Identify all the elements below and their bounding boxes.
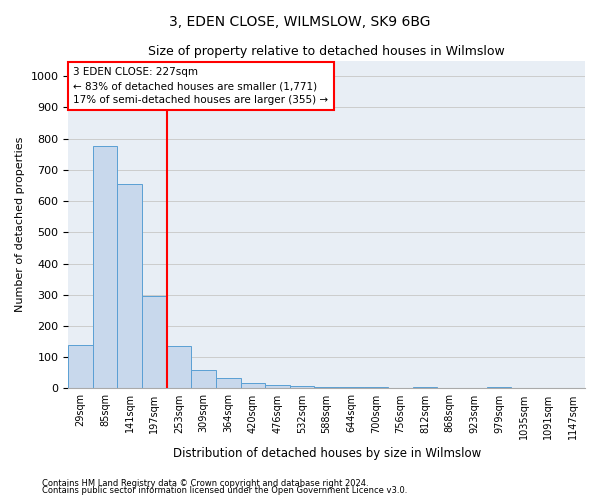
Text: Contains HM Land Registry data © Crown copyright and database right 2024.: Contains HM Land Registry data © Crown c… — [42, 478, 368, 488]
X-axis label: Distribution of detached houses by size in Wilmslow: Distribution of detached houses by size … — [173, 447, 481, 460]
Bar — [314, 387, 339, 388]
Bar — [191, 370, 216, 388]
Bar — [265, 384, 290, 388]
Bar — [339, 387, 364, 388]
Bar — [93, 146, 118, 388]
Text: 3, EDEN CLOSE, WILMSLOW, SK9 6BG: 3, EDEN CLOSE, WILMSLOW, SK9 6BG — [169, 15, 431, 29]
Title: Size of property relative to detached houses in Wilmslow: Size of property relative to detached ho… — [148, 45, 505, 58]
Text: 3 EDEN CLOSE: 227sqm
← 83% of detached houses are smaller (1,771)
17% of semi-de: 3 EDEN CLOSE: 227sqm ← 83% of detached h… — [73, 67, 329, 105]
Bar — [413, 387, 437, 388]
Bar — [216, 378, 241, 388]
Bar — [290, 386, 314, 388]
Bar — [68, 344, 93, 389]
Bar — [241, 383, 265, 388]
Bar — [167, 346, 191, 389]
Bar — [118, 184, 142, 388]
Bar — [364, 387, 388, 388]
Y-axis label: Number of detached properties: Number of detached properties — [15, 137, 25, 312]
Text: Contains public sector information licensed under the Open Government Licence v3: Contains public sector information licen… — [42, 486, 407, 495]
Bar — [142, 296, 167, 388]
